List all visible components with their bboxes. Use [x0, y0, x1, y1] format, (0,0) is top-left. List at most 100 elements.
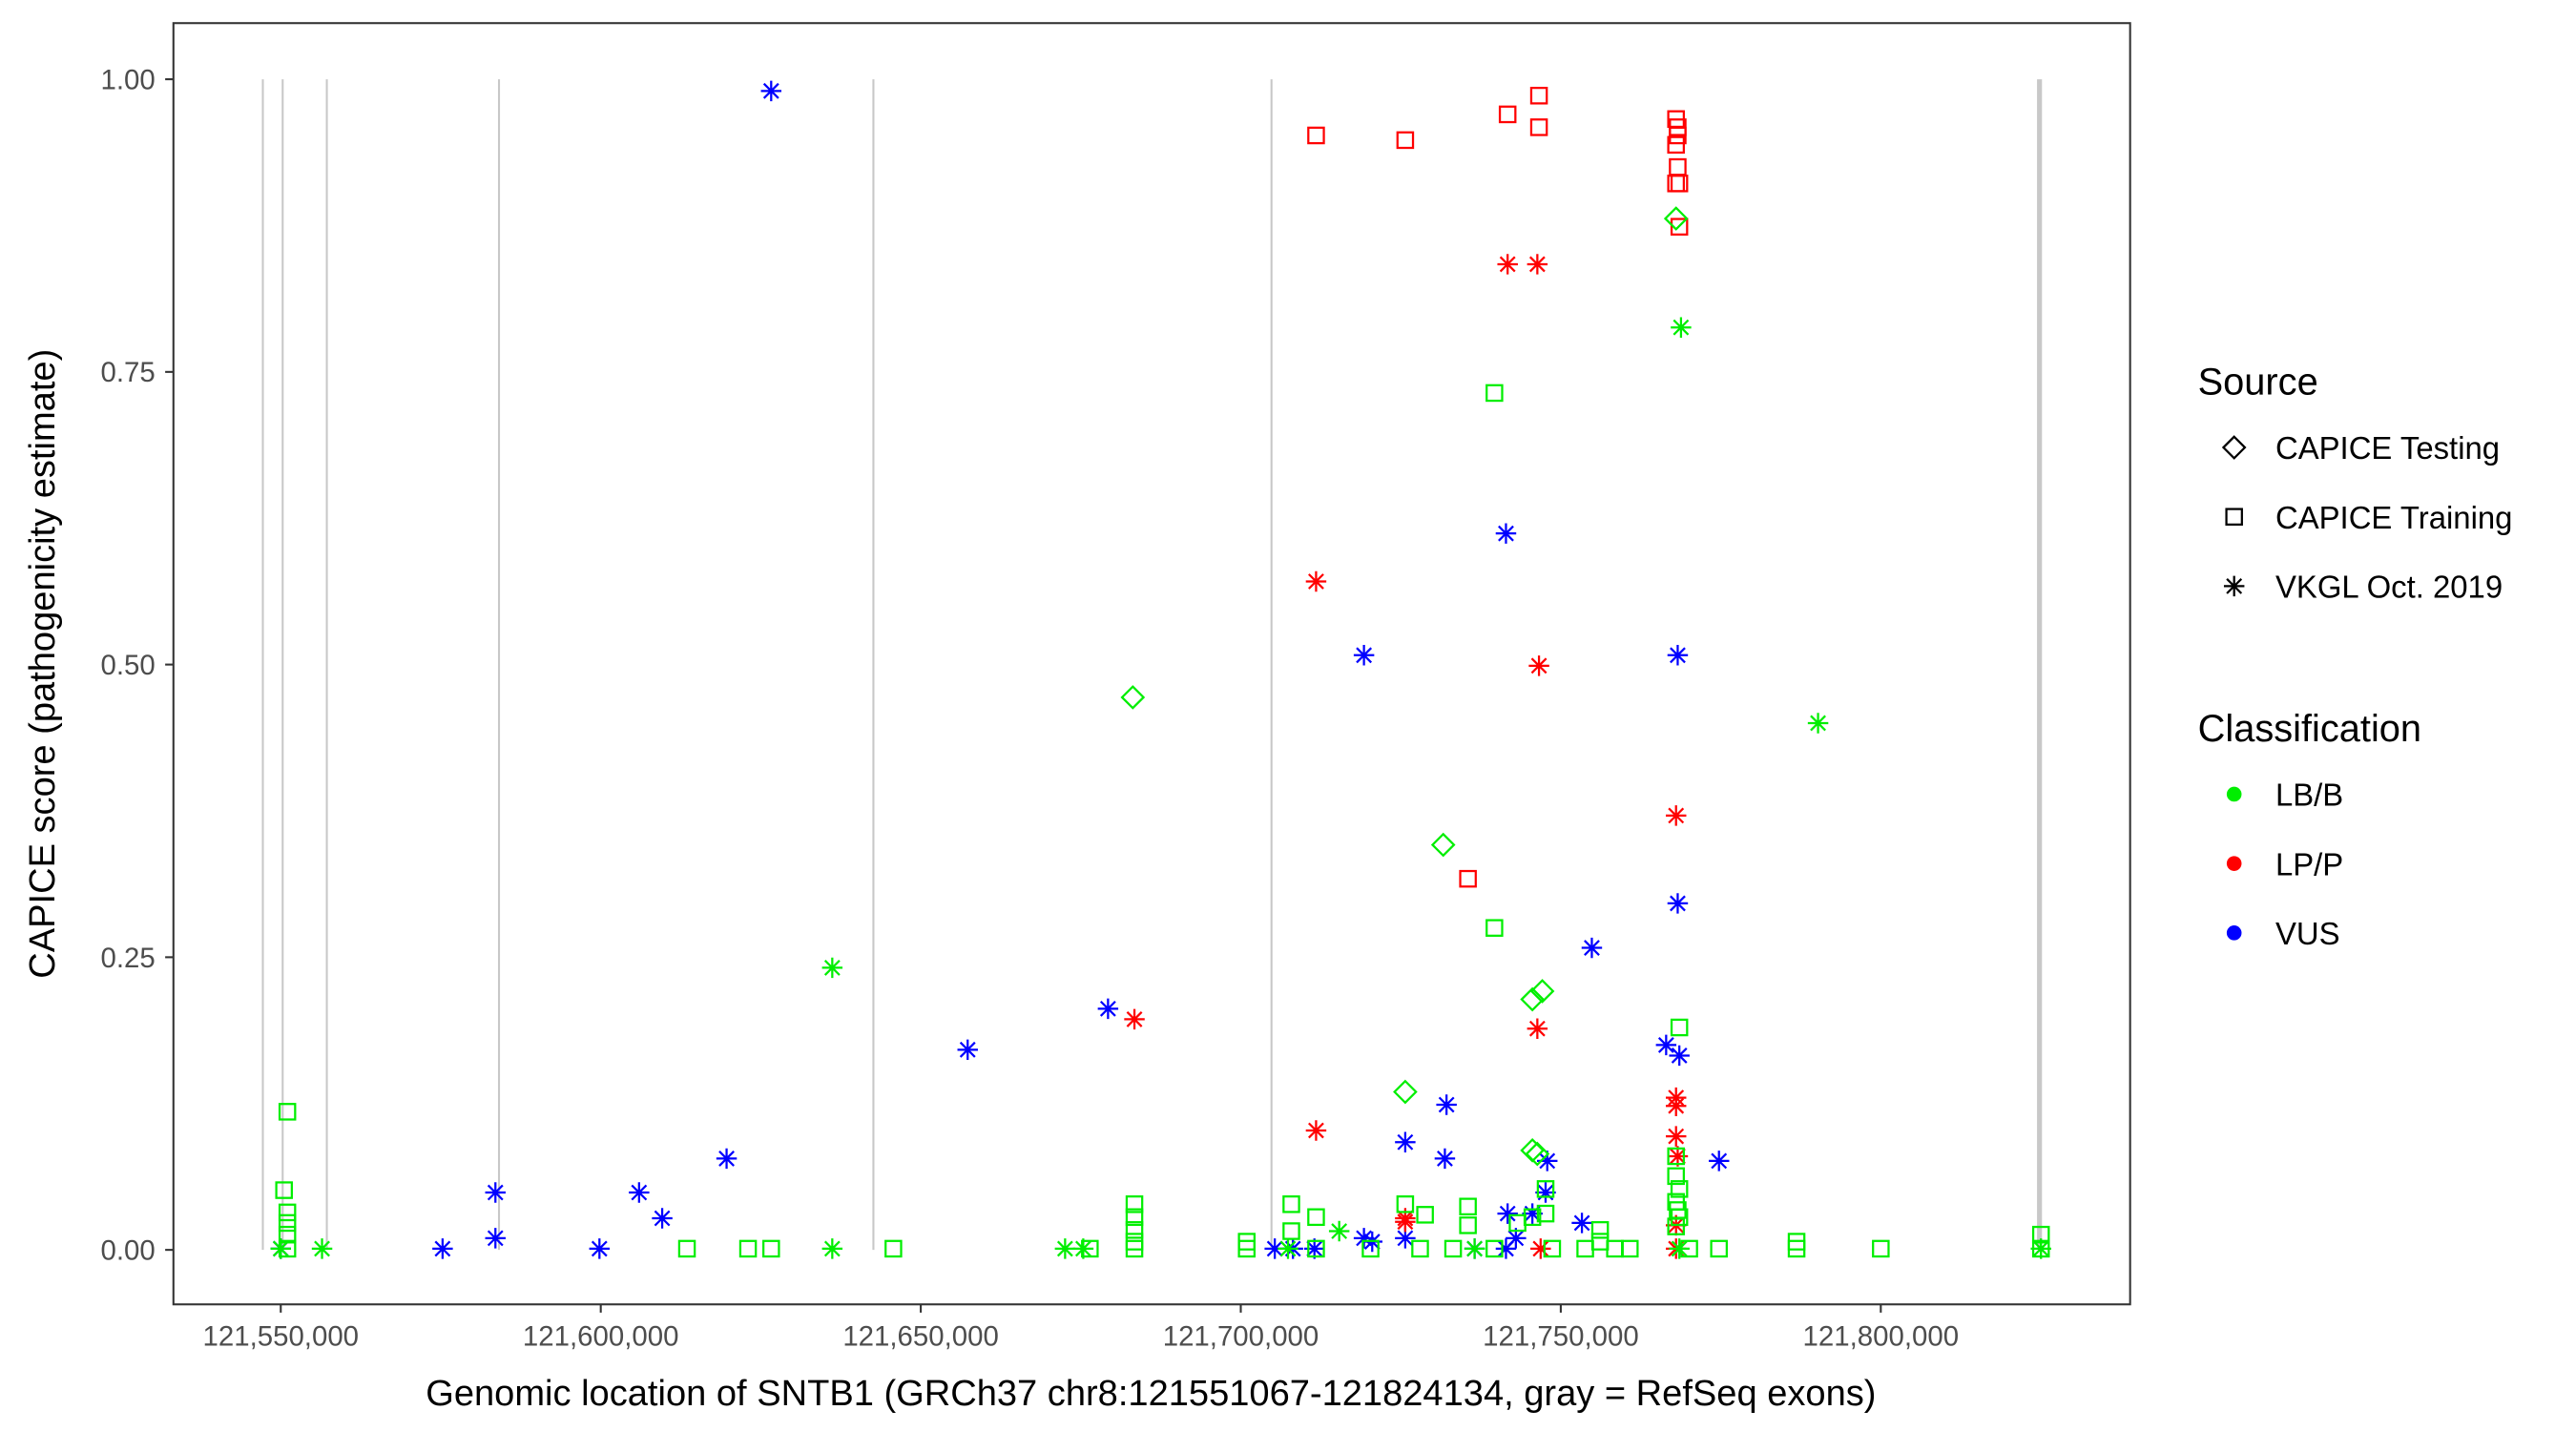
data-point — [1536, 1204, 1555, 1223]
data-point — [275, 1181, 293, 1199]
data-point — [1666, 805, 1687, 826]
data-point — [884, 1239, 903, 1258]
data-point — [1872, 1239, 1890, 1258]
data-point — [1497, 254, 1518, 275]
data-point — [1416, 1206, 1434, 1224]
y-axis: 0.00 0.25 0.50 0.75 1.00 — [101, 64, 174, 1267]
data-point — [311, 1238, 333, 1259]
data-point — [278, 1239, 297, 1258]
data-point — [1807, 713, 1829, 734]
data-point — [1307, 126, 1325, 145]
data-point — [1485, 384, 1504, 403]
x-axis: 121,550,000 121,600,000 121,650,000 121,700… — [203, 1304, 1959, 1353]
y-tick-label: 0.00 — [101, 1235, 156, 1267]
asterisk-icon — [2223, 575, 2245, 597]
data-point — [1485, 919, 1504, 937]
data-point — [1054, 1238, 1076, 1259]
data-point — [1670, 218, 1689, 236]
data-point — [1535, 1182, 1556, 1203]
data-point — [1395, 1211, 1416, 1233]
data-point — [1537, 1151, 1558, 1172]
data-point — [589, 1238, 611, 1259]
diamond-icon — [2221, 435, 2247, 460]
data-point — [1667, 135, 1685, 155]
data-point — [1434, 1148, 1456, 1170]
x-tick-label: 121,750,000 — [1483, 1321, 1639, 1353]
dot-icon — [2226, 856, 2242, 871]
y-axis-title: CAPICE score (pathogenicity estimate) — [23, 349, 63, 979]
data-point — [1125, 1195, 1144, 1213]
data-point — [1667, 1167, 1685, 1186]
data-point — [1525, 1141, 1550, 1167]
data-point — [1666, 1126, 1687, 1147]
data-point — [1353, 1228, 1375, 1249]
data-point — [1536, 1180, 1555, 1198]
y-tick-label: 1.00 — [101, 64, 156, 95]
data-point — [1459, 1197, 1477, 1215]
data-point — [1670, 1018, 1689, 1037]
data-point — [1663, 206, 1689, 231]
data-point — [278, 1203, 297, 1222]
data-point — [1495, 1238, 1517, 1259]
data-point — [1120, 685, 1146, 710]
data-point — [1669, 1238, 1690, 1259]
data-point — [1667, 645, 1689, 666]
data-point — [1680, 1239, 1698, 1258]
dot-icon — [2226, 786, 2242, 802]
x-tick-label: 121,550,000 — [203, 1321, 360, 1353]
data-point — [1670, 1208, 1689, 1227]
data-point — [1307, 1239, 1325, 1258]
data-point — [1361, 1239, 1380, 1258]
data-point — [2031, 1239, 2050, 1258]
data-point — [1787, 1239, 1806, 1258]
x-axis-title: Genomic location of SNTB1 (GRCh37 chr8:1… — [426, 1374, 1876, 1414]
data-point — [1528, 655, 1549, 676]
x-tick-label: 121,700,000 — [1163, 1321, 1319, 1353]
data-point — [677, 1239, 696, 1258]
data-point — [1667, 1217, 1685, 1235]
data-point — [485, 1228, 506, 1249]
data-point — [1430, 832, 1456, 858]
data-point — [1125, 1208, 1144, 1227]
data-point — [278, 1213, 297, 1233]
data-point — [1667, 893, 1689, 914]
legend-item-source: VKGL Oct. 2019 — [2275, 570, 2503, 605]
data-point — [1522, 1203, 1543, 1224]
data-point — [1667, 1146, 1689, 1167]
data-point — [1305, 1120, 1327, 1141]
data-point — [1395, 1228, 1416, 1249]
data-point — [1498, 105, 1517, 124]
data-point — [1581, 937, 1603, 959]
legend-item-classification: VUS — [2275, 916, 2340, 951]
data-point — [1666, 1095, 1687, 1116]
data-point — [1282, 1195, 1300, 1213]
data-point — [1307, 1208, 1325, 1227]
x-tick-label: 121,600,000 — [523, 1321, 679, 1353]
data-point — [1530, 1238, 1551, 1259]
data-point — [1264, 1238, 1285, 1259]
data-point — [629, 1182, 650, 1203]
data-point — [1459, 1216, 1477, 1234]
data-point — [1529, 118, 1548, 136]
y-tick-label: 0.25 — [101, 943, 156, 974]
data-point — [2031, 1225, 2050, 1244]
data-point — [1576, 1239, 1594, 1258]
data-point — [652, 1208, 673, 1229]
data-point — [1396, 131, 1415, 150]
data-point — [760, 80, 782, 102]
data-point — [1436, 1094, 1457, 1115]
data-point — [278, 1103, 297, 1121]
legend-item-source: CAPICE Testing — [2275, 430, 2500, 466]
data-point — [821, 957, 843, 979]
data-point — [1464, 1238, 1485, 1259]
data-point — [1305, 570, 1327, 592]
data-points — [270, 80, 2051, 1259]
data-point — [1709, 1151, 1730, 1172]
data-point — [1411, 1239, 1429, 1258]
data-point — [1303, 1238, 1325, 1259]
data-point — [1072, 1238, 1094, 1259]
data-point — [1529, 979, 1555, 1004]
data-point — [1667, 1147, 1685, 1166]
